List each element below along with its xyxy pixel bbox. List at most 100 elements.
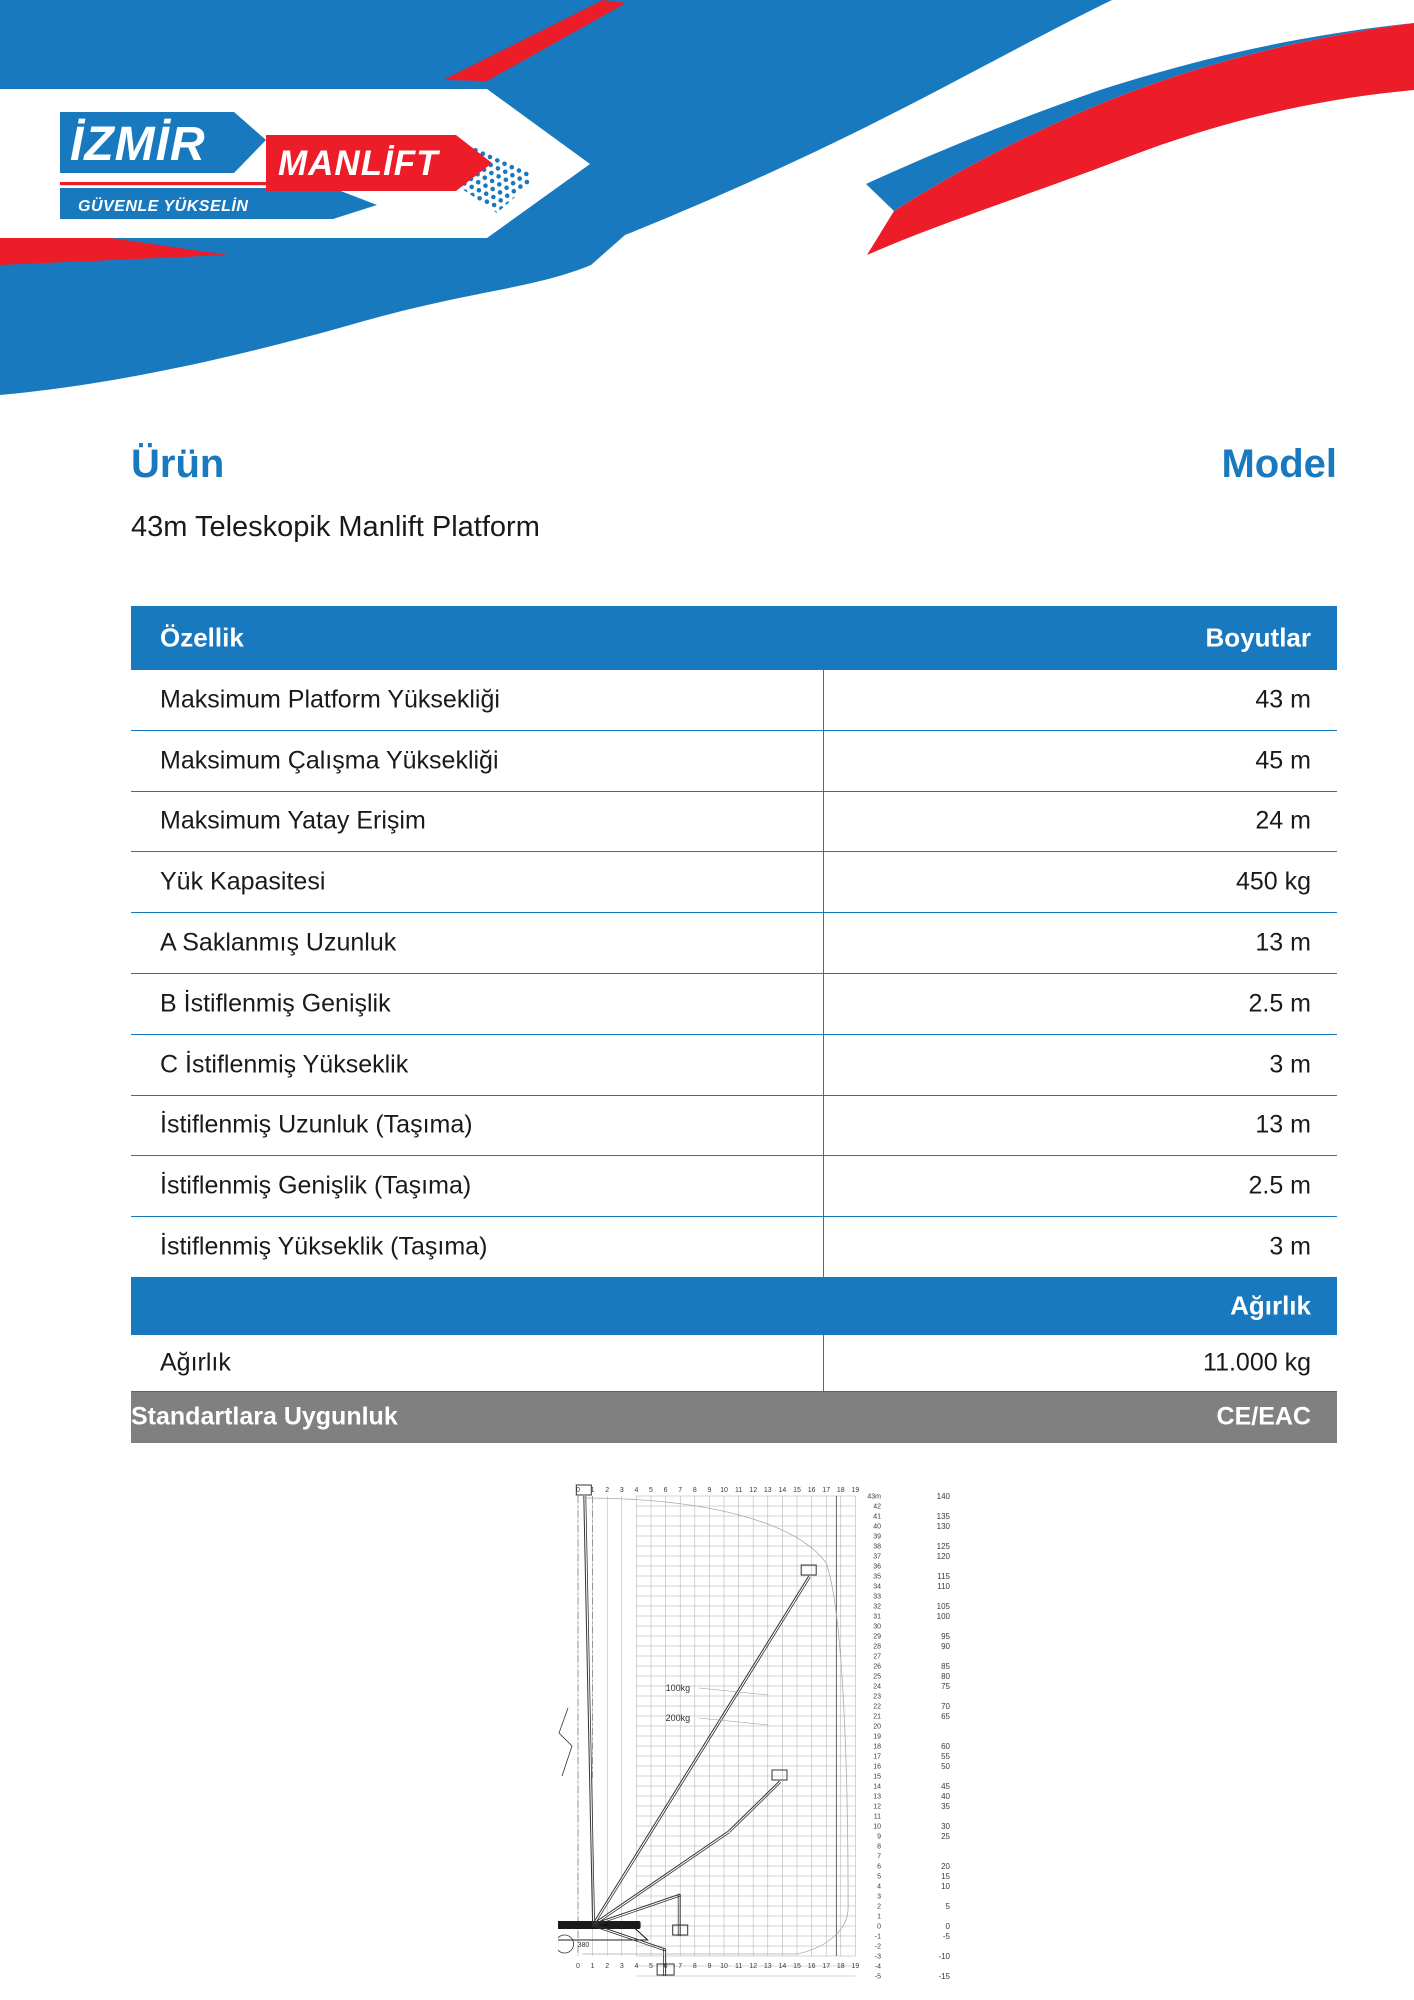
svg-text:6: 6: [664, 1487, 668, 1494]
svg-text:İZMİR: İZMİR: [70, 118, 206, 171]
svg-text:16: 16: [808, 1963, 816, 1970]
svg-text:85: 85: [941, 1662, 950, 1671]
svg-text:120: 120: [937, 1552, 951, 1561]
svg-text:30: 30: [873, 1624, 881, 1631]
svg-text:27: 27: [873, 1654, 881, 1661]
svg-text:6: 6: [877, 1864, 881, 1871]
svg-text:17: 17: [822, 1487, 830, 1494]
svg-text:20: 20: [873, 1724, 881, 1731]
svg-text:33: 33: [873, 1594, 881, 1601]
svg-text:5: 5: [877, 1874, 881, 1881]
svg-text:35: 35: [941, 1802, 950, 1811]
svg-text:60: 60: [941, 1742, 950, 1751]
svg-text:2: 2: [605, 1963, 609, 1970]
svg-text:32: 32: [873, 1604, 881, 1611]
svg-text:3: 3: [620, 1487, 624, 1494]
svg-text:110: 110: [937, 1582, 950, 1591]
svg-text:10: 10: [720, 1487, 728, 1494]
svg-text:36: 36: [873, 1564, 881, 1571]
svg-text:5: 5: [649, 1487, 653, 1494]
svg-text:70: 70: [941, 1702, 950, 1711]
svg-text:55: 55: [941, 1752, 950, 1761]
svg-text:12: 12: [749, 1963, 757, 1970]
svg-text:28: 28: [873, 1644, 881, 1651]
svg-text:2: 2: [877, 1904, 881, 1911]
svg-text:30: 30: [941, 1822, 950, 1831]
svg-text:25: 25: [941, 1832, 950, 1841]
svg-text:18: 18: [837, 1487, 845, 1494]
svg-text:7: 7: [678, 1487, 682, 1494]
svg-text:80: 80: [941, 1672, 950, 1681]
svg-text:0: 0: [946, 1922, 951, 1931]
svg-text:3: 3: [620, 1963, 624, 1970]
svg-text:100: 100: [937, 1612, 951, 1621]
svg-text:10: 10: [941, 1882, 950, 1891]
svg-text:15: 15: [793, 1487, 801, 1494]
svg-text:9: 9: [707, 1963, 711, 1970]
svg-text:37: 37: [873, 1554, 881, 1561]
svg-text:10: 10: [720, 1963, 728, 1970]
svg-text:7: 7: [877, 1854, 881, 1861]
svg-text:65: 65: [941, 1712, 950, 1721]
svg-text:-3: -3: [875, 1954, 881, 1961]
svg-text:13: 13: [764, 1487, 772, 1494]
svg-text:140: 140: [937, 1492, 951, 1501]
svg-text:25: 25: [873, 1674, 881, 1681]
svg-text:9: 9: [877, 1834, 881, 1841]
svg-text:8: 8: [693, 1963, 697, 1970]
svg-text:38: 38: [873, 1544, 881, 1551]
svg-text:40: 40: [873, 1524, 881, 1531]
svg-text:15: 15: [793, 1963, 801, 1970]
svg-text:2: 2: [605, 1487, 609, 1494]
svg-text:17: 17: [873, 1754, 881, 1761]
svg-text:20: 20: [941, 1862, 950, 1871]
svg-text:19: 19: [852, 1963, 860, 1970]
svg-text:0: 0: [576, 1963, 580, 1970]
svg-text:11: 11: [735, 1963, 742, 1970]
svg-text:115: 115: [937, 1572, 950, 1581]
svg-text:11: 11: [735, 1487, 742, 1494]
svg-text:3: 3: [877, 1894, 881, 1901]
svg-text:22: 22: [873, 1704, 881, 1711]
svg-text:17: 17: [822, 1963, 830, 1970]
svg-text:135: 135: [937, 1512, 951, 1521]
svg-text:95: 95: [941, 1632, 950, 1641]
svg-text:18: 18: [837, 1963, 845, 1970]
svg-text:31: 31: [873, 1614, 881, 1621]
svg-text:75: 75: [941, 1682, 950, 1691]
svg-text:MANLİFT: MANLİFT: [278, 144, 440, 183]
svg-text:34: 34: [873, 1584, 881, 1591]
svg-text:90: 90: [941, 1642, 950, 1651]
svg-text:50: 50: [941, 1762, 950, 1771]
svg-text:23: 23: [873, 1694, 881, 1701]
svg-text:0: 0: [877, 1924, 881, 1931]
svg-text:-2: -2: [875, 1944, 881, 1951]
svg-text:18: 18: [873, 1744, 881, 1751]
svg-text:14: 14: [779, 1487, 787, 1494]
svg-text:16: 16: [873, 1764, 881, 1771]
svg-text:19: 19: [852, 1487, 860, 1494]
svg-text:21: 21: [873, 1714, 881, 1721]
svg-text:4: 4: [877, 1884, 881, 1891]
svg-text:1: 1: [877, 1914, 881, 1921]
svg-text:13: 13: [764, 1963, 772, 1970]
svg-text:-15: -15: [938, 1972, 950, 1981]
svg-text:-4: -4: [875, 1964, 881, 1971]
svg-text:16: 16: [808, 1487, 816, 1494]
svg-text:43m: 43m: [867, 1494, 881, 1501]
svg-text:29: 29: [873, 1634, 881, 1641]
svg-text:7: 7: [678, 1963, 682, 1970]
svg-text:105: 105: [937, 1602, 951, 1611]
svg-text:13: 13: [873, 1794, 881, 1801]
svg-text:10: 10: [873, 1824, 881, 1831]
svg-text:11: 11: [874, 1814, 881, 1821]
svg-text:130: 130: [937, 1522, 951, 1531]
svg-text:41: 41: [873, 1514, 881, 1521]
svg-text:8: 8: [693, 1487, 697, 1494]
svg-text:-5: -5: [943, 1932, 951, 1941]
svg-text:4: 4: [634, 1487, 638, 1494]
svg-text:15: 15: [941, 1872, 950, 1881]
svg-text:26: 26: [873, 1664, 881, 1671]
svg-text:-5: -5: [875, 1974, 881, 1981]
svg-text:15: 15: [873, 1774, 881, 1781]
